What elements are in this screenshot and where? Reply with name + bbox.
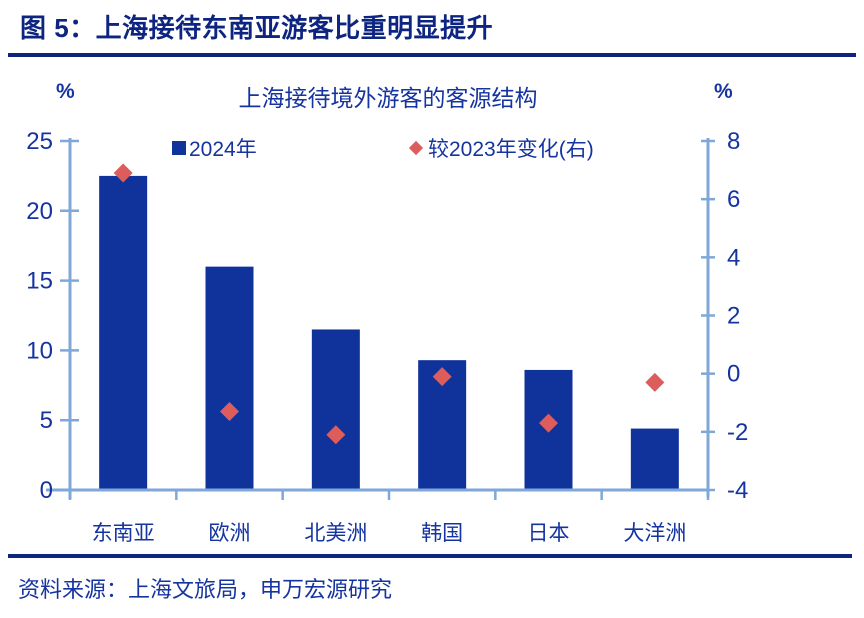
- chart-title: 上海接待境外游客的客源结构: [238, 85, 538, 111]
- right-tick-label: 6: [727, 186, 740, 213]
- diamond-point-欧洲: [220, 401, 239, 421]
- left-tick-label: 20: [26, 198, 53, 225]
- right-tick-label: -4: [727, 477, 748, 504]
- category-label-欧洲: 欧洲: [209, 522, 251, 545]
- right-tick-label: 4: [727, 244, 740, 271]
- right-tick-label: -2: [727, 419, 748, 446]
- source-note: 资料来源：上海文旅局，申万宏源研究: [18, 577, 393, 602]
- diamond-point-东南亚: [113, 163, 133, 183]
- left-tick-label: 15: [26, 268, 53, 295]
- category-label-北美洲: 北美洲: [304, 522, 367, 545]
- bar-series-square-icon: [172, 141, 186, 155]
- left-tick-label: 0: [40, 477, 53, 504]
- category-label-东南亚: 东南亚: [92, 522, 155, 545]
- legend-item-change: 较2023年变化(右): [408, 133, 594, 163]
- category-label-日本: 日本: [528, 522, 570, 545]
- right-tick-label: 0: [727, 361, 740, 388]
- legend-item-2024: 2024年: [172, 133, 257, 163]
- right-axis-unit: %: [714, 80, 733, 103]
- legend-label-change: 较2023年变化(右): [428, 138, 594, 161]
- bar-欧洲: [205, 266, 254, 490]
- right-tick-label: 2: [727, 303, 740, 330]
- left-tick-label: 5: [40, 407, 53, 434]
- right-tick-label: 8: [727, 128, 740, 155]
- category-label-韩国: 韩国: [421, 522, 463, 545]
- bar-大洋洲: [630, 428, 679, 490]
- left-tick-label: 25: [26, 128, 53, 155]
- diamond-point-大洋洲: [645, 372, 665, 392]
- left-axis-unit: %: [56, 80, 75, 103]
- left-tick-label: 10: [26, 337, 53, 364]
- figure-title: 图 5：上海接待东南亚游客比重明显提升: [20, 13, 494, 43]
- diamond-point-韩国: [432, 367, 452, 387]
- bar-北美洲: [311, 329, 360, 490]
- category-label-大洋洲: 大洋洲: [623, 522, 686, 545]
- footer-divider: [8, 554, 852, 558]
- diamond-point-北美洲: [326, 425, 346, 445]
- legend-label-2024: 2024年: [189, 138, 257, 161]
- bar-东南亚: [99, 175, 148, 490]
- title-divider: [8, 53, 856, 57]
- diamond-point-日本: [539, 413, 558, 433]
